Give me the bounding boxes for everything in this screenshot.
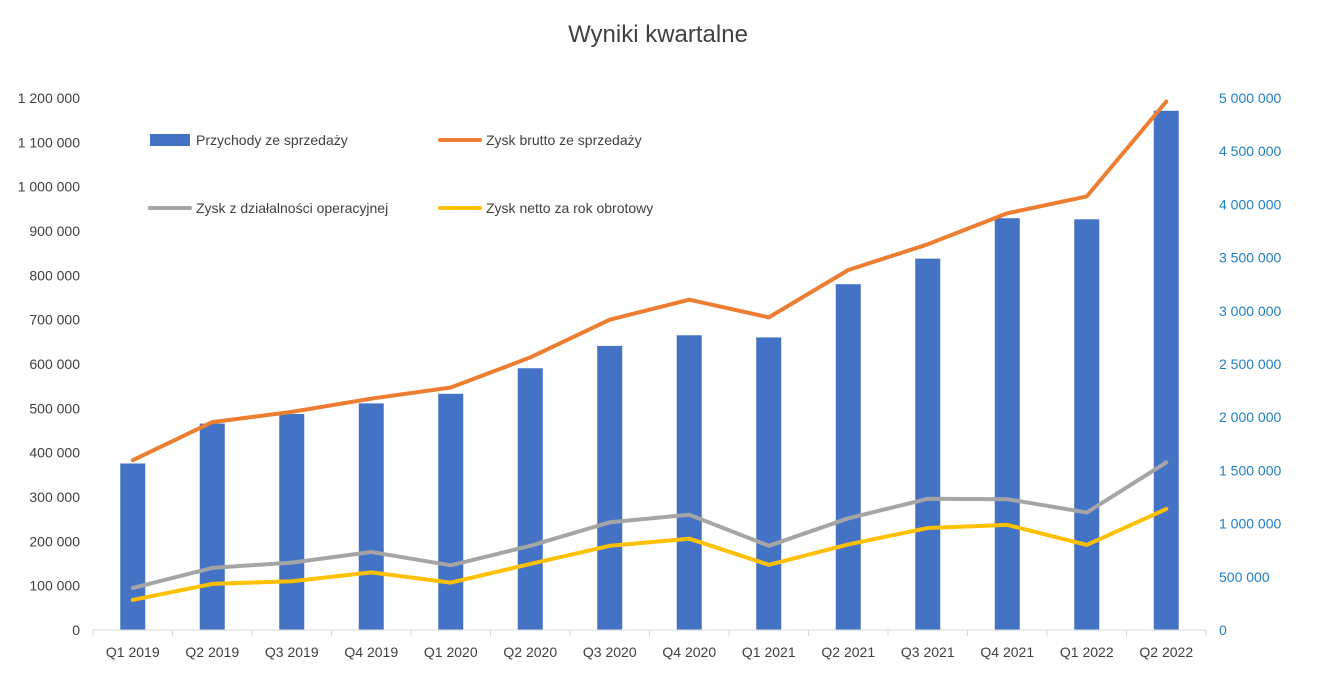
series-line — [130, 507, 1169, 602]
y-right-tick-label: 0 — [1219, 622, 1227, 638]
x-tick-label: Q2 2021 — [821, 644, 875, 660]
bar — [438, 393, 464, 630]
axes-group: 0 100 000 200 000 300 000 400 000 500 000 600 … — [18, 90, 1282, 660]
y-right-tick-label: 2 000 000 — [1219, 409, 1281, 425]
y-left-tick-label: 300 000 — [29, 489, 80, 505]
series-line — [130, 99, 1169, 463]
line-series-group — [130, 99, 1169, 602]
x-tick-label: Q3 2019 — [265, 644, 319, 660]
bar — [517, 368, 543, 630]
x-tick-label: Q4 2020 — [662, 644, 716, 660]
x-tick-label: Q1 2019 — [106, 644, 160, 660]
legend-swatch — [150, 134, 190, 146]
x-tick-label: Q2 2019 — [185, 644, 239, 660]
y-left-tick-label: 200 000 — [29, 533, 80, 549]
y-left-tick-label: 600 000 — [29, 356, 80, 372]
y-right-tick-label: 1 000 000 — [1219, 516, 1281, 532]
x-tick-label: Q1 2020 — [424, 644, 478, 660]
x-tick-label: Q4 2021 — [980, 644, 1034, 660]
legend: Przychody ze sprzedaży Zysk brutto ze spr… — [148, 132, 653, 216]
bar-series-group — [120, 110, 1179, 630]
bar — [279, 414, 305, 630]
bar — [835, 284, 861, 630]
x-tick-label: Q4 2019 — [344, 644, 398, 660]
x-tick-label: Q2 2020 — [503, 644, 557, 660]
legend-label: Zysk netto za rok obrotowy — [486, 200, 653, 216]
y-left-tick-label: 900 000 — [29, 223, 80, 239]
x-tick-label: Q3 2021 — [901, 644, 955, 660]
y-right-tick-label: 4 500 000 — [1219, 143, 1281, 159]
chart-title: Wyniki kwartalne — [568, 21, 748, 48]
bar — [756, 337, 782, 630]
y-left-tick-label: 1 100 000 — [18, 134, 80, 150]
y-right-tick-label: 2 500 000 — [1219, 356, 1281, 372]
x-tick-label: Q1 2021 — [742, 644, 796, 660]
y-right-tick-label: 500 000 — [1219, 569, 1270, 585]
bar — [1074, 219, 1100, 630]
y-left-tick-label: 0 — [72, 622, 80, 638]
y-left-tick-label: 800 000 — [29, 267, 80, 283]
x-tick-label: Q3 2020 — [583, 644, 637, 660]
x-tick-label: Q1 2022 — [1060, 644, 1114, 660]
series-line — [130, 460, 1169, 590]
y-right-tick-label: 5 000 000 — [1219, 90, 1281, 106]
y-right-tick-label: 4 000 000 — [1219, 196, 1281, 212]
y-left-tick-label: 700 000 — [29, 312, 80, 328]
bar — [358, 403, 384, 630]
bar — [1153, 110, 1179, 630]
y-left-tick-label: 400 000 — [29, 445, 80, 461]
x-tick-label: Q2 2022 — [1139, 644, 1193, 660]
bar — [994, 218, 1020, 630]
bar — [199, 423, 225, 630]
bar — [597, 345, 623, 630]
bar — [915, 258, 941, 630]
legend-label: Przychody ze sprzedaży — [196, 132, 348, 148]
y-right-tick-label: 1 500 000 — [1219, 462, 1281, 478]
y-right-tick-label: 3 000 000 — [1219, 303, 1281, 319]
bar — [120, 463, 146, 630]
y-left-tick-label: 100 000 — [29, 578, 80, 594]
legend-label: Zysk z działalności operacyjnej — [196, 200, 388, 216]
legend-label: Zysk brutto ze sprzedaży — [486, 132, 642, 148]
bar — [676, 335, 702, 630]
y-left-tick-label: 500 000 — [29, 400, 80, 416]
y-right-tick-label: 3 500 000 — [1219, 250, 1281, 266]
y-left-tick-label: 1 000 000 — [18, 179, 80, 195]
y-left-tick-label: 1 200 000 — [18, 90, 80, 106]
